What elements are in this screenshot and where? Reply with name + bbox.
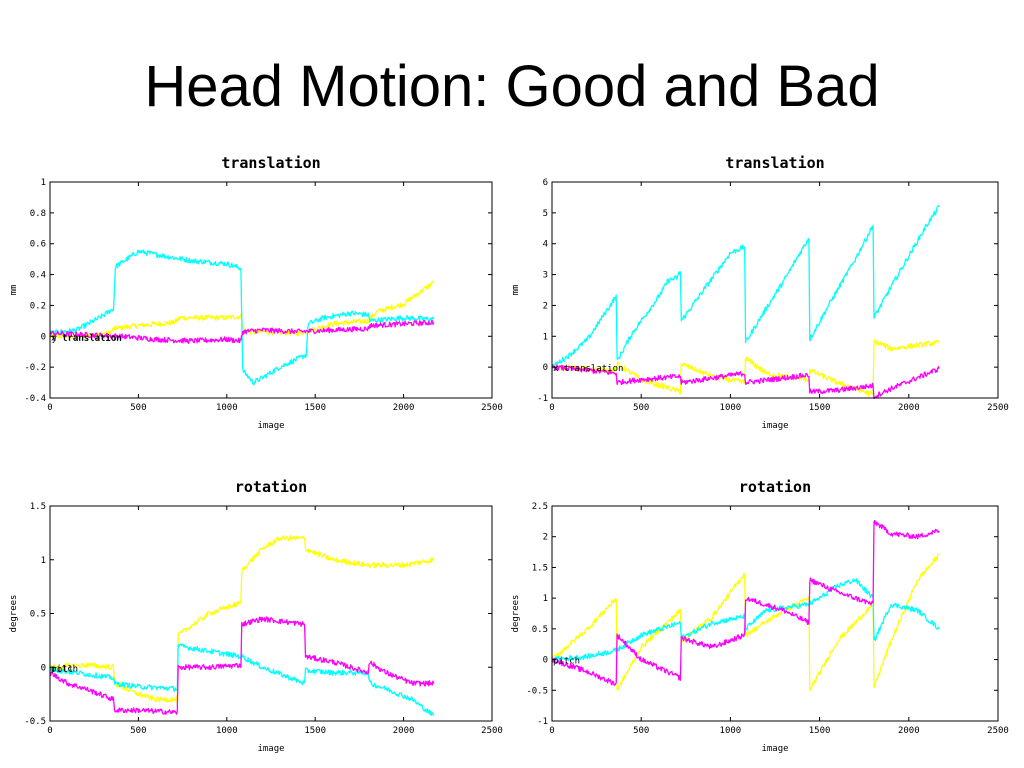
legend-text: x translation — [51, 333, 121, 343]
chart-title: rotation — [235, 478, 307, 496]
series-line-magenta — [551, 364, 940, 400]
series-line-magenta — [551, 519, 940, 686]
y-tick-label: 6 — [543, 178, 548, 188]
x-axis-label: image — [257, 421, 284, 431]
y-tick-label: 0 — [543, 363, 548, 373]
x-axis-label: image — [761, 744, 788, 754]
y-tick-label: 1 — [543, 332, 548, 342]
axes-frame — [551, 505, 999, 722]
chart-1: 0 500 1000 1500 2000 2500 -0.4 -0.2 0 0.2 0.4 0.6 0.… — [9, 154, 503, 431]
y-tick-label: 0.4 — [30, 271, 46, 281]
chart-title: rotation — [739, 478, 811, 496]
chart-3: 0 500 1000 1500 2000 2500-0.500.511.5rotation… — [9, 478, 503, 754]
y-tick-label: 4 — [543, 240, 548, 250]
series-line-yellow — [49, 535, 434, 703]
y-axis-label: degrees — [9, 595, 19, 633]
y-tick-label: 0 — [41, 663, 46, 673]
y-tick-label: 1 — [41, 556, 46, 566]
y-tick-label: 1 — [41, 178, 46, 188]
series-line-magenta — [49, 616, 435, 715]
y-tick-label: 0.2 — [30, 301, 46, 311]
series-line-magenta — [49, 319, 435, 344]
chart-title: translation — [725, 154, 824, 172]
legend-text: roll — [52, 665, 74, 675]
x-tick-label: 2000 — [898, 726, 920, 736]
x-tick-label: 1000 — [216, 726, 238, 736]
x-tick-label: 2500 — [987, 403, 1009, 413]
x-tick-label: 0 — [549, 726, 554, 736]
y-tick-label: 2 — [543, 301, 548, 311]
y-tick-label: 2.5 — [532, 502, 548, 512]
chart-2: 0 500 1000 1500 2000 2500-10123456translation… — [511, 154, 1009, 431]
x-tick-label: 2000 — [393, 726, 415, 736]
y-tick-label: -0.5 — [526, 686, 548, 696]
x-tick-label: 2000 — [898, 403, 920, 413]
y-tick-label: -1 — [537, 394, 548, 404]
axes-frame — [49, 505, 493, 722]
x-tick-label: 2500 — [481, 403, 503, 413]
y-tick-label: -1 — [537, 717, 548, 727]
y-tick-label: 1.5 — [30, 502, 46, 512]
x-tick-label: 500 — [633, 403, 649, 413]
chart-title: translation — [221, 154, 320, 172]
x-tick-label: 0 — [47, 403, 52, 413]
x-tick-label: 1500 — [809, 726, 831, 736]
y-tick-label: -0.4 — [24, 394, 46, 404]
y-tick-label: -0.5 — [24, 717, 46, 727]
x-tick-label: 0 — [549, 403, 554, 413]
x-tick-label: 1500 — [809, 403, 831, 413]
legend-text: x translation — [553, 364, 623, 374]
x-tick-label: 1000 — [720, 726, 742, 736]
x-tick-label: 1000 — [720, 403, 742, 413]
y-axis-label: mm — [511, 285, 521, 296]
x-axis-label: image — [257, 744, 284, 754]
x-tick-label: 2000 — [393, 403, 415, 413]
x-tick-label: 2500 — [987, 726, 1009, 736]
legend-text: pitch — [553, 657, 580, 667]
x-tick-label: 1500 — [304, 403, 326, 413]
y-tick-label: 0.5 — [30, 610, 46, 620]
y-tick-label: 3 — [543, 271, 548, 281]
legend-text: pitch — [51, 664, 78, 674]
axes-frame — [551, 181, 999, 399]
series-line-cyan — [551, 204, 940, 370]
y-tick-label: 1.5 — [532, 563, 548, 573]
x-tick-label: 0 — [47, 726, 52, 736]
x-tick-label: 1000 — [216, 403, 238, 413]
x-tick-label: 500 — [130, 403, 146, 413]
y-tick-label: 0 — [543, 656, 548, 666]
legend-text: y translation — [52, 334, 122, 344]
series-line-yellow — [551, 339, 940, 397]
y-tick-label: 2 — [543, 533, 548, 543]
y-tick-label: 1 — [543, 594, 548, 604]
y-tick-label: 5 — [543, 209, 548, 219]
axes-frame — [49, 181, 493, 399]
y-tick-label: 0.8 — [30, 209, 46, 219]
y-tick-label: 0 — [41, 332, 46, 342]
y-tick-label: 0.6 — [30, 240, 46, 250]
y-tick-label: 0.5 — [532, 625, 548, 635]
series-line-cyan — [49, 249, 435, 386]
x-axis-label: image — [761, 421, 788, 431]
x-tick-label: 1500 — [304, 726, 326, 736]
y-axis-label: mm — [9, 285, 19, 296]
slide-title: Head Motion: Good and Bad — [144, 54, 880, 119]
chart-4: 0 500 1000 1500 2000 2500 -1 -0.5 0 0.5 1 1.5 2 2.5 ro… — [511, 478, 1009, 754]
x-tick-label: 500 — [130, 726, 146, 736]
series-line-cyan — [50, 643, 435, 716]
y-tick-label: -0.2 — [24, 363, 46, 373]
x-tick-label: 500 — [633, 726, 649, 736]
y-axis-label: degrees — [511, 595, 521, 633]
x-tick-label: 2500 — [481, 726, 503, 736]
